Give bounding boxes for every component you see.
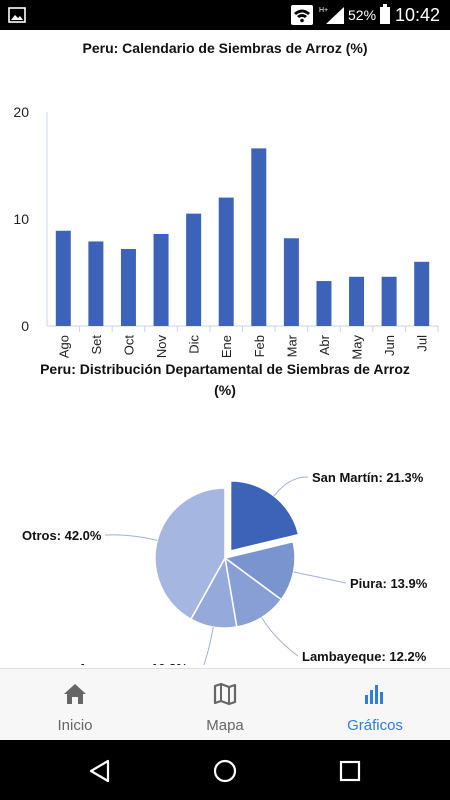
y-tick-label: 10 [13,211,29,227]
bar [153,233,169,326]
pie-chart-title: Peru: Distribución Departamental de Siem… [40,361,410,398]
charts-screen[interactable]: Peru: Calendario de Siembras de Arroz (%… [0,30,450,668]
x-tick-label: Ene [219,335,234,358]
bar-chart-icon [365,685,383,704]
bar [88,241,104,326]
bar [251,148,267,326]
battery-percentage: 52% [348,7,377,23]
nav-graficos-label: Gráficos [347,717,403,734]
bar [283,238,299,326]
x-tick-label: Oct [121,335,136,356]
pie-slice [154,487,226,621]
pie-label: Lambayeque: 12.2% [302,649,427,664]
map-icon [213,682,237,706]
pie-slice [229,480,300,552]
wifi-icon [291,5,313,25]
x-tick-label: Mar [284,334,299,357]
x-tick-label: Nov [154,335,169,359]
sowing-calendar-bar-chart: 0 10 20 Ago Set Oct Nov Dic Ene Feb Mar Abr May Jun Ju… [13,104,439,360]
x-tick-label: Set [89,335,104,355]
recents-icon[interactable] [339,760,361,782]
clock: 10:42 [395,5,441,25]
cell-signal-icon: H+ [319,7,344,24]
system-navigation-bar [0,740,450,800]
nav-mapa-label: Mapa [206,717,244,734]
home-icon [64,684,86,704]
battery-icon [380,4,390,24]
bar [316,281,332,326]
departmental-distribution-pie-chart: San Martín: 21.3% Piura: 13.9% Lambayeque:… [22,470,428,665]
y-tick-label: 20 [13,104,29,120]
nav-inicio-label: Inicio [57,717,93,734]
nav-inicio[interactable]: Inicio [0,669,150,741]
bar [120,248,136,326]
bar [381,276,397,326]
x-tick-label: Feb [252,335,267,357]
pie-label: Piura: 13.9% [350,576,428,591]
bar [414,261,430,326]
y-tick-label: 0 [21,318,29,334]
nav-graficos[interactable]: Gráficos [300,669,450,741]
status-bar: H+ 52% 10:42 [0,0,450,30]
bar [55,230,71,326]
pie-slice [223,540,296,601]
bar-chart-title: Peru: Calendario de Siembras de Arroz (%… [82,40,368,56]
nav-mapa[interactable]: Mapa [150,669,300,741]
x-tick-label: Jul [415,335,430,352]
pie-leader-line [293,571,347,584]
network-type: H+ [319,7,328,14]
x-tick-label: Dic [187,335,202,354]
pie-label: San Martín: 21.3% [312,470,424,485]
home-button-icon[interactable] [212,758,238,784]
pie-leader-line [261,617,299,657]
pie-label: Amazonas: 10.8% [78,661,188,665]
pie-leader-line [273,476,309,497]
back-icon[interactable] [88,759,112,783]
bottom-navigation: Inicio Mapa Gráficos [0,668,450,741]
pie-leader-line [203,626,214,665]
bar [218,197,234,326]
gallery-notification-icon [8,7,26,23]
bar [349,276,365,326]
x-tick-label: Ago [56,335,71,358]
x-tick-label: Jun [382,335,397,356]
bar [186,213,202,326]
pie-label: Otros: 42.0% [22,528,102,543]
pie-leader-line [104,534,158,541]
x-tick-label: Abr [317,334,332,355]
x-tick-label: May [350,335,365,360]
